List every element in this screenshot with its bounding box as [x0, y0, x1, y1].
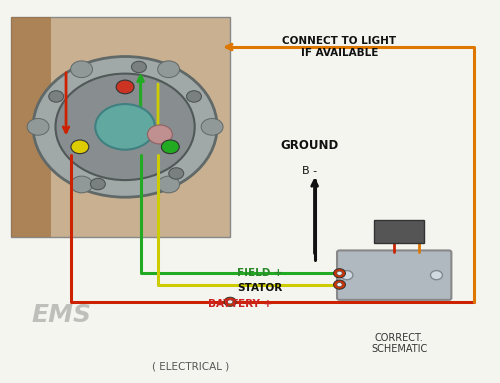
Text: B -: B - [302, 165, 317, 175]
Text: ( ELECTRICAL ): ( ELECTRICAL ) [152, 362, 229, 372]
Circle shape [341, 270, 353, 280]
Circle shape [132, 61, 146, 73]
Circle shape [96, 104, 155, 150]
Circle shape [158, 176, 180, 193]
Circle shape [169, 168, 184, 179]
Circle shape [48, 91, 64, 102]
Bar [12, 16, 230, 237]
Circle shape [201, 118, 223, 135]
Circle shape [158, 61, 180, 78]
Circle shape [228, 300, 233, 304]
Circle shape [430, 270, 442, 280]
Circle shape [71, 140, 89, 154]
Circle shape [224, 297, 236, 306]
Bar [374, 220, 424, 243]
Circle shape [33, 57, 217, 197]
Text: CORRECT.
SCHEMATIC: CORRECT. SCHEMATIC [371, 333, 428, 354]
Circle shape [70, 176, 92, 193]
Text: GROUND: GROUND [280, 139, 339, 152]
Bar [12, 16, 51, 237]
Circle shape [148, 125, 172, 144]
Circle shape [186, 91, 202, 102]
Circle shape [337, 283, 342, 287]
Circle shape [334, 280, 345, 289]
Circle shape [337, 271, 342, 275]
Circle shape [334, 269, 345, 278]
Text: CONNECT TO LIGHT
IF AVAILABLE: CONNECT TO LIGHT IF AVAILABLE [282, 36, 397, 58]
Text: BATTERY +: BATTERY + [208, 299, 272, 309]
Circle shape [27, 118, 49, 135]
Text: EMS: EMS [31, 303, 91, 327]
Circle shape [56, 74, 194, 180]
Circle shape [162, 140, 180, 154]
Text: FIELD +: FIELD + [237, 268, 283, 278]
Circle shape [90, 178, 106, 190]
Text: STATOR: STATOR [238, 283, 282, 293]
FancyBboxPatch shape [337, 250, 452, 300]
Circle shape [116, 80, 134, 94]
Circle shape [70, 61, 92, 78]
